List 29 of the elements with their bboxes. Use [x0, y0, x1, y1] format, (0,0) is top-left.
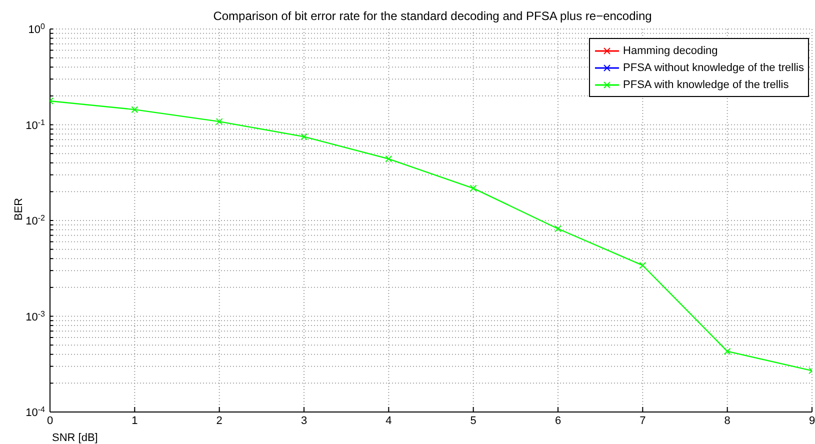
y-tick-label: 10$^{-4}$	[26, 404, 46, 419]
chart-title: Comparison of bit error rate for the standard decoding and PFSA plus re−encoding	[212, 8, 653, 24]
x-tick-label: 0	[46, 414, 54, 427]
y-tick-label: 10$^{-2}$	[26, 213, 46, 228]
y-tick-label: 10$^{0}$	[28, 22, 46, 36]
legend-label: PFSA without knowledge of the trellis	[623, 62, 804, 74]
point	[470, 184, 477, 192]
point	[300, 133, 308, 140]
x-tick-label: 7	[640, 414, 646, 427]
x-axis-title: SNR [dB]	[52, 432, 98, 444]
x-tick-label: 9	[808, 414, 815, 427]
y-axis-title: BER	[12, 198, 25, 220]
legend-label: PFSA with knowledge of the trellis	[623, 78, 789, 90]
x-tick-label: 1	[132, 414, 138, 427]
x-tick-label: 3	[300, 414, 308, 427]
x-tick-label: 8	[724, 414, 730, 427]
x-tick-label: 6	[554, 414, 562, 427]
point	[131, 106, 138, 114]
point	[724, 348, 731, 355]
point	[639, 262, 646, 269]
point	[216, 118, 223, 126]
legend-label: Hamming decoding	[623, 44, 718, 56]
y-tick-label: 10$^{-1}$	[26, 117, 46, 132]
x-tick-label: 5	[470, 414, 476, 427]
point	[385, 155, 392, 162]
x-tick-label: 4	[386, 414, 392, 427]
y-tick-label: 10$^{-3}$	[26, 308, 46, 324]
point	[554, 225, 562, 232]
x-tick-label: 2	[216, 414, 222, 427]
